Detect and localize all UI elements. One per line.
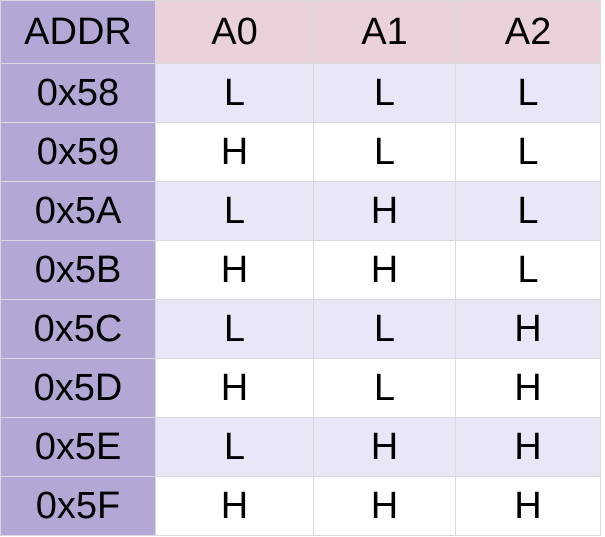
level-cell: L bbox=[313, 299, 456, 359]
header-cell: A2 bbox=[455, 0, 601, 64]
level-cell: H bbox=[455, 299, 601, 359]
address-cell: 0x5C bbox=[0, 299, 156, 359]
level-cell: L bbox=[155, 299, 314, 359]
level-cell: H bbox=[455, 417, 601, 477]
table-row: 0x5C L L H bbox=[0, 299, 601, 359]
header-cell: ADDR bbox=[0, 0, 156, 64]
table-body: 0x58 L L L 0x59 H L L 0x5A L H L 0x5B H H L 0x5C L L H 0x5D H… bbox=[0, 63, 601, 536]
level-cell: L bbox=[455, 63, 601, 123]
level-cell: L bbox=[155, 417, 314, 477]
address-cell: 0x5B bbox=[0, 240, 156, 300]
level-cell: H bbox=[313, 181, 456, 241]
address-cell: 0x5D bbox=[0, 358, 156, 418]
level-cell: H bbox=[155, 476, 314, 536]
level-cell: H bbox=[155, 358, 314, 418]
address-cell: 0x59 bbox=[0, 122, 156, 182]
level-cell: H bbox=[455, 476, 601, 536]
level-cell: L bbox=[455, 240, 601, 300]
table-row: 0x5A L H L bbox=[0, 181, 601, 241]
level-cell: H bbox=[155, 122, 314, 182]
table-row: 0x5E L H H bbox=[0, 417, 601, 477]
level-cell: L bbox=[455, 122, 601, 182]
header-cell: A0 bbox=[155, 0, 314, 64]
address-cell: 0x5E bbox=[0, 417, 156, 477]
table-row: 0x59 H L L bbox=[0, 122, 601, 182]
address-cell: 0x58 bbox=[0, 63, 156, 123]
header-row: ADDR A0 A1 A2 bbox=[0, 0, 601, 64]
address-cell: 0x5A bbox=[0, 181, 156, 241]
level-cell: H bbox=[313, 476, 456, 536]
header-cell: A1 bbox=[313, 0, 456, 64]
level-cell: H bbox=[313, 417, 456, 477]
level-cell: L bbox=[313, 122, 456, 182]
table-row: 0x5D H L H bbox=[0, 358, 601, 418]
level-cell: H bbox=[313, 240, 456, 300]
level-cell: L bbox=[155, 181, 314, 241]
level-cell: H bbox=[455, 358, 601, 418]
level-cell: L bbox=[313, 358, 456, 418]
level-cell: L bbox=[455, 181, 601, 241]
table-row: 0x5F H H H bbox=[0, 476, 601, 536]
level-cell: L bbox=[155, 63, 314, 123]
address-cell: 0x5F bbox=[0, 476, 156, 536]
table-row: 0x58 L L L bbox=[0, 63, 601, 123]
level-cell: L bbox=[313, 63, 456, 123]
level-cell: H bbox=[155, 240, 314, 300]
table-row: 0x5B H H L bbox=[0, 240, 601, 300]
